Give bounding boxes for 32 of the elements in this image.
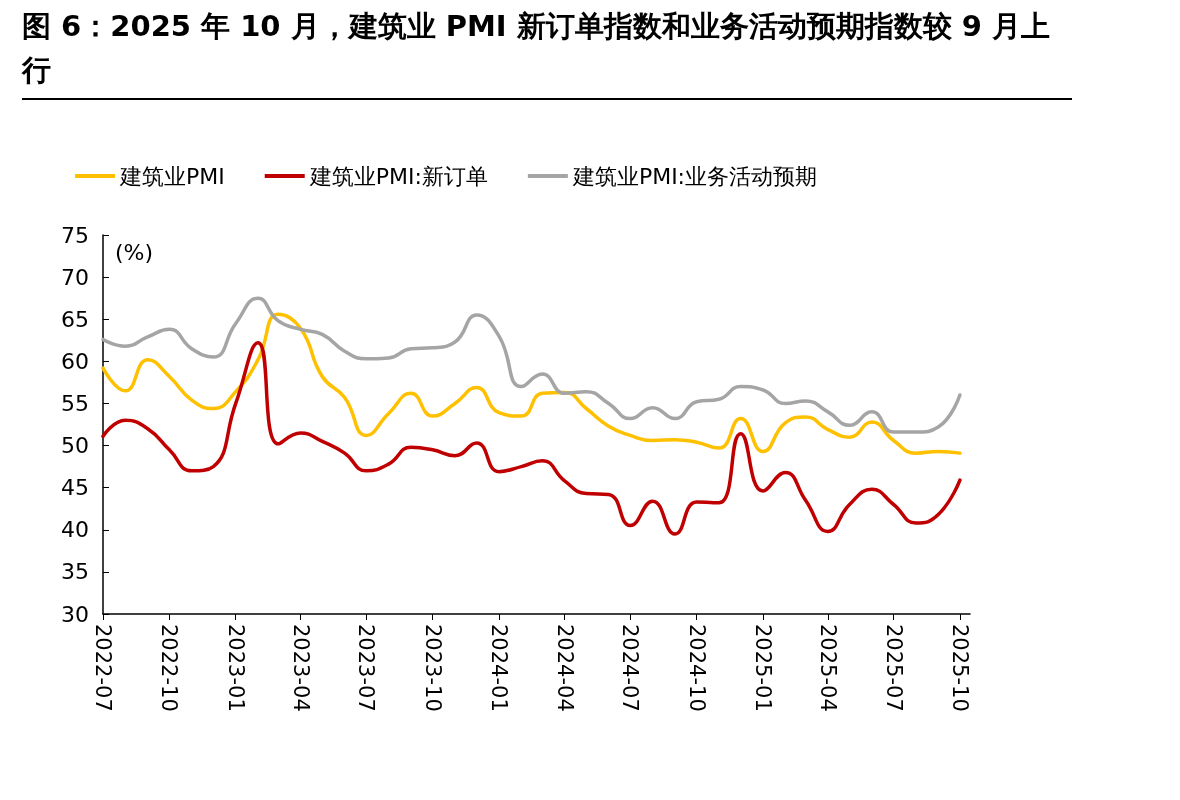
x-tick-label: 2025-10 bbox=[947, 624, 972, 712]
x-tick-label: 2025-07 bbox=[881, 624, 906, 712]
y-tick-label: 60 bbox=[61, 348, 89, 374]
legend-label: 建筑业PMI:新订单 bbox=[308, 163, 488, 189]
y-tick-label: 70 bbox=[61, 264, 89, 290]
x-tick-label: 2024-04 bbox=[552, 624, 577, 712]
x-tick-label: 2024-01 bbox=[486, 624, 511, 712]
y-axis-title: (%) bbox=[115, 239, 154, 265]
y-tick-label: 35 bbox=[61, 559, 89, 585]
x-tick-label: 2023-04 bbox=[288, 624, 313, 712]
x-tick-label: 2022-07 bbox=[91, 624, 115, 712]
line-series bbox=[101, 312, 962, 455]
y-tick-label: 45 bbox=[61, 475, 89, 501]
x-tick-label: 2024-07 bbox=[618, 624, 643, 712]
x-tick-label: 2024-10 bbox=[684, 624, 709, 712]
legend-label: 建筑业PMI:业务活动预期 bbox=[571, 163, 818, 189]
chart-title: 图 6：2025 年 10 月，建筑业 PMI 新订单指数和业务活动预期指数较 9 月上行 bbox=[22, 4, 1072, 100]
line-series bbox=[101, 341, 962, 536]
legend-label: 建筑业PMI bbox=[119, 163, 225, 189]
line-series bbox=[101, 296, 962, 434]
y-tick-label: 75 bbox=[61, 222, 89, 248]
x-tick-label: 2025-04 bbox=[815, 624, 840, 712]
x-tick-label: 2025-01 bbox=[750, 624, 775, 712]
y-tick-label: 30 bbox=[61, 601, 89, 627]
y-tick-label: 65 bbox=[61, 306, 89, 332]
x-tick-label: 2023-07 bbox=[354, 624, 379, 712]
y-tick-label: 55 bbox=[61, 390, 89, 416]
x-tick-label: 2022-10 bbox=[157, 624, 182, 712]
y-tick-label: 40 bbox=[61, 517, 89, 543]
y-tick-label: 50 bbox=[61, 433, 89, 459]
x-tick-label: 2023-01 bbox=[223, 624, 248, 712]
x-tick-label: 2023-10 bbox=[420, 624, 445, 712]
